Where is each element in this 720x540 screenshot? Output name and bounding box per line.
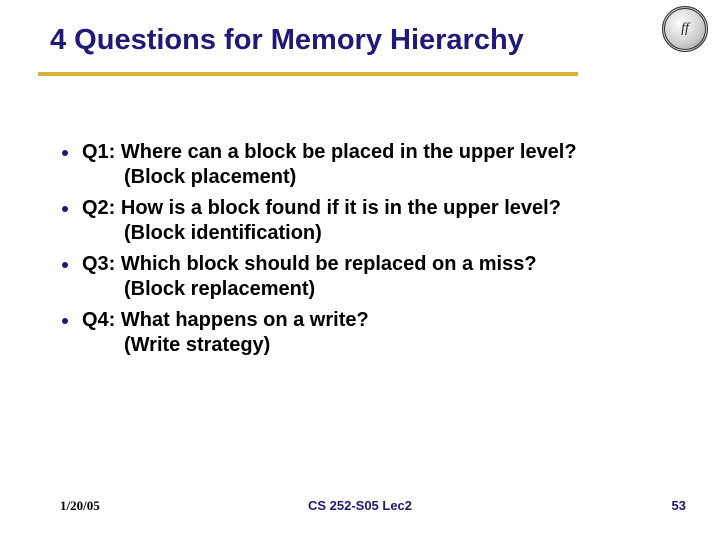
list-item: Q1: Where can a block be placed in the u… [62, 140, 660, 190]
title-area: 4 Questions for Memory Hierarchy [50, 24, 650, 57]
bullet-content: Q4: What happens on a write? (Write stra… [82, 308, 369, 358]
bullet-dot-icon [62, 206, 68, 212]
bullet-line2: (Block placement) [82, 165, 577, 190]
bullet-line1: Q3: Which block should be replaced on a … [82, 253, 537, 275]
bullet-line2: (Block replacement) [82, 277, 537, 302]
body: Q1: Where can a block be placed in the u… [62, 140, 660, 364]
bullet-dot-icon [62, 318, 68, 324]
bullet-line1: Q4: What happens on a write? [82, 309, 369, 331]
logo-glyph: ff [681, 21, 689, 37]
bullet-content: Q3: Which block should be replaced on a … [82, 252, 537, 302]
bullet-line1: Q2: How is a block found if it is in the… [82, 197, 561, 219]
bullet-content: Q2: How is a block found if it is in the… [82, 196, 561, 246]
bullet-dot-icon [62, 150, 68, 156]
list-item: Q4: What happens on a write? (Write stra… [62, 308, 660, 358]
footer-page: 53 [672, 498, 686, 513]
bullet-list: Q1: Where can a block be placed in the u… [62, 140, 660, 358]
bullet-line2: (Block identification) [82, 221, 561, 246]
bullet-dot-icon [62, 262, 68, 268]
slide: ff 4 Questions for Memory Hierarchy Q1: … [0, 0, 720, 540]
footer: 1/20/05 CS 252-S05 Lec2 53 [0, 498, 720, 518]
bullet-content: Q1: Where can a block be placed in the u… [82, 140, 577, 190]
seal-icon: ff [662, 6, 708, 52]
list-item: Q2: How is a block found if it is in the… [62, 196, 660, 246]
bullet-line1: Q1: Where can a block be placed in the u… [82, 141, 577, 163]
title-underline [38, 72, 578, 76]
page-title: 4 Questions for Memory Hierarchy [50, 24, 650, 57]
bullet-line2: (Write strategy) [82, 333, 369, 358]
list-item: Q3: Which block should be replaced on a … [62, 252, 660, 302]
footer-course: CS 252-S05 Lec2 [0, 498, 720, 513]
